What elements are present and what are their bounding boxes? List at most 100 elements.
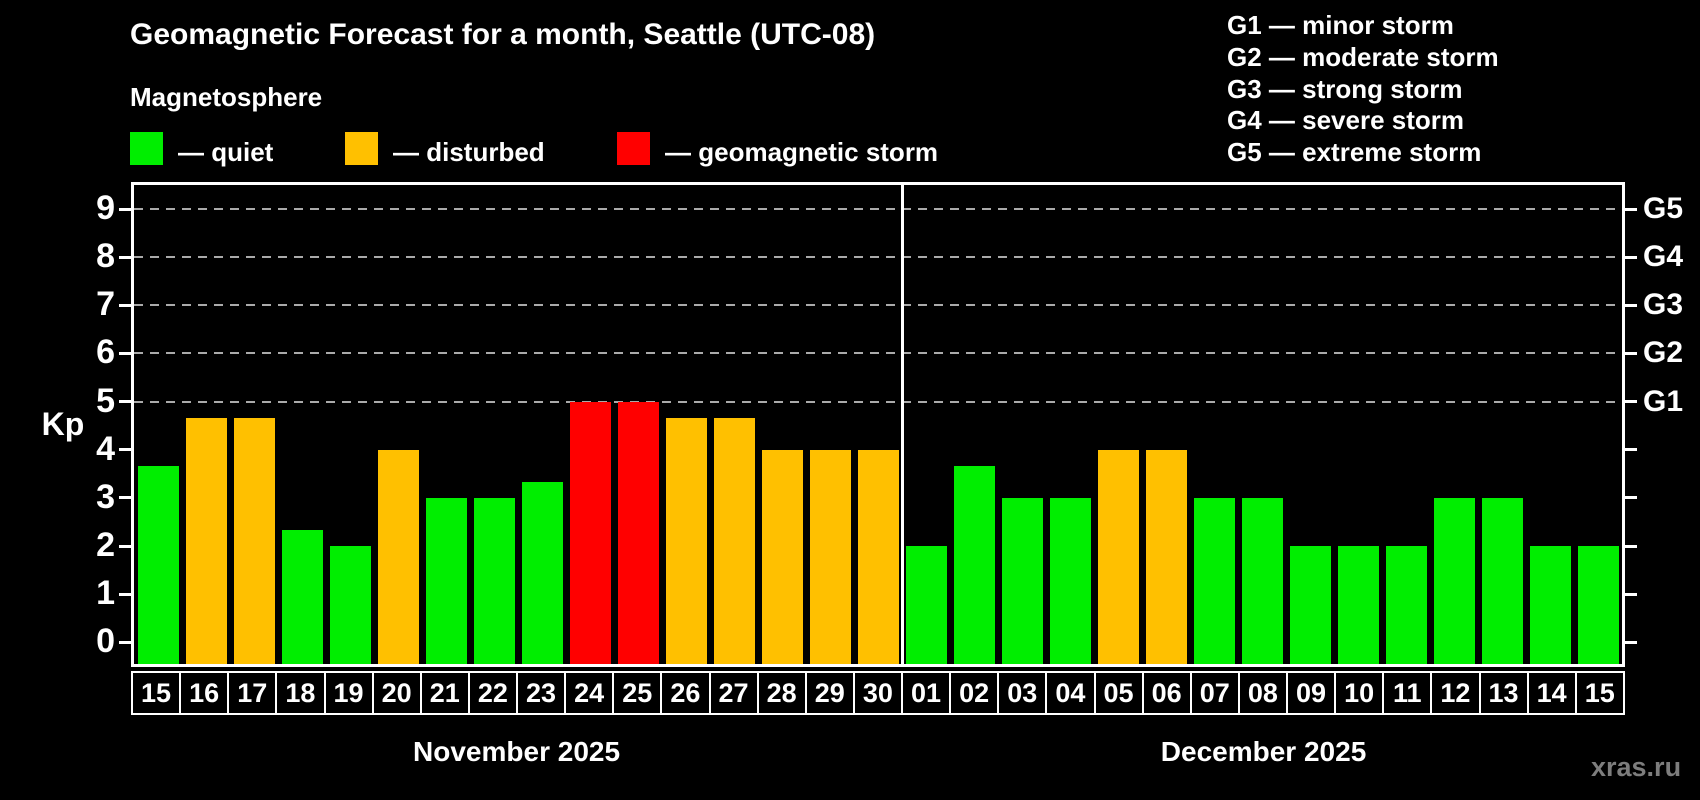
date-cell: 04 [1045, 671, 1096, 715]
bar-slot [1238, 185, 1286, 664]
y-axis-tick-label: 7 [96, 285, 115, 324]
date-cell: 29 [804, 671, 855, 715]
bar-slot [1382, 185, 1430, 664]
bar-slot [422, 185, 470, 664]
bar-slot [278, 185, 326, 664]
bar-slot [134, 185, 182, 664]
kp-bar [281, 530, 323, 664]
bar-slot [1574, 185, 1622, 664]
bar-slot [710, 185, 758, 664]
gridline [134, 256, 1622, 259]
bar-slot [470, 185, 518, 664]
kp-bar [1481, 497, 1523, 664]
y-axis-tick-right [1625, 400, 1637, 404]
bar-slot [1526, 185, 1574, 664]
date-cell: 09 [1286, 671, 1337, 715]
legend-swatch-storm [617, 132, 650, 165]
y-axis-tick-right [1625, 303, 1637, 307]
date-axis: 15 16 17 18 19 20 21 22 23 24 25 26 27 28 29 30 01 02 03 04… [131, 671, 1625, 715]
bar-slot [806, 185, 854, 664]
kp-bar [1097, 449, 1139, 664]
storm-scale-legend-line: G3 — strong storm [1227, 73, 1463, 104]
date-cell: 05 [1093, 671, 1144, 715]
bar-slot [1046, 185, 1094, 664]
bar-slot [614, 185, 662, 664]
bars-container [134, 185, 1622, 664]
bar-slot [326, 185, 374, 664]
kp-bar [1337, 546, 1379, 664]
y-axis-tick-left [119, 448, 131, 452]
plot-area [131, 182, 1625, 667]
y-axis-tick-left [119, 496, 131, 500]
kp-bar [809, 449, 851, 664]
y-axis-tick-right [1625, 544, 1637, 548]
kp-bar [377, 449, 419, 664]
y-axis-tick-left [119, 255, 131, 259]
kp-bar [857, 449, 899, 664]
y-axis-tick-left [119, 303, 131, 307]
g-scale-label: G2 [1643, 336, 1684, 370]
date-cell: 18 [275, 671, 326, 715]
storm-scale-legend-line: G5 — extreme storm [1227, 137, 1482, 168]
date-cell: 20 [371, 671, 422, 715]
legend-label-quiet: — quiet [178, 137, 274, 167]
y-axis-tick-label: 1 [96, 574, 115, 613]
date-cell: 15 [131, 671, 182, 715]
y-axis-tick-label: 4 [96, 429, 115, 468]
date-cell: 02 [949, 671, 1000, 715]
bar-slot [1286, 185, 1334, 664]
legend-label-disturbed: — disturbed [393, 137, 545, 167]
g-scale-label: G1 [1643, 384, 1684, 418]
y-axis-tick-right [1625, 448, 1637, 452]
date-cell: 08 [1237, 671, 1288, 715]
kp-bar [1001, 497, 1043, 664]
kp-bar [1529, 546, 1571, 664]
kp-bar [233, 417, 275, 664]
kp-bar [1577, 546, 1619, 664]
storm-scale-legend: G1 — minor storm G2 — moderate storm G3 — … [1227, 10, 1499, 169]
y-axis-tick-right [1625, 351, 1637, 355]
y-axis-tick-label: 2 [96, 526, 115, 565]
date-cell: 21 [419, 671, 470, 715]
watermark: xras.ru [1591, 752, 1682, 782]
kp-bar [137, 465, 179, 664]
date-cell: 17 [227, 671, 278, 715]
date-cell: 11 [1382, 671, 1433, 715]
date-cell: 26 [660, 671, 711, 715]
kp-bar [665, 417, 707, 664]
bar-slot [854, 185, 902, 664]
y-axis-tick-left [119, 544, 131, 548]
y-axis-tick-label: 0 [96, 622, 115, 661]
kp-bar [1385, 546, 1427, 664]
kp-bar [1193, 497, 1235, 664]
plot-inner [134, 185, 1622, 664]
date-cell: 23 [516, 671, 567, 715]
bar-slot [1190, 185, 1238, 664]
bar-slot [1142, 185, 1190, 664]
kp-bar [953, 465, 995, 664]
date-cell: 28 [756, 671, 807, 715]
storm-scale-legend-line: G2 — moderate storm [1227, 41, 1499, 72]
storm-scale-legend-line: G4 — severe storm [1227, 105, 1465, 136]
bar-slot [566, 185, 614, 664]
date-cell: 07 [1189, 671, 1240, 715]
date-cell: 01 [901, 671, 952, 715]
date-cell: 19 [323, 671, 374, 715]
y-axis-tick-label: 3 [96, 477, 115, 516]
y-axis-tick-right [1625, 592, 1637, 596]
y-axis-tick-left [119, 592, 131, 596]
month-divider-line [900, 185, 904, 664]
bar-slot [518, 185, 566, 664]
bar-slot [374, 185, 422, 664]
y-axis-tick-label: 8 [96, 237, 115, 276]
bar-slot [662, 185, 710, 664]
kp-bar [1289, 546, 1331, 664]
legend-swatch-quiet [130, 132, 163, 165]
y-axis-tick-right [1625, 207, 1637, 211]
date-cell: 16 [179, 671, 230, 715]
gridline [134, 400, 1622, 403]
bar-slot [182, 185, 230, 664]
page-title: Geomagnetic Forecast for a month, Seattl… [130, 18, 876, 51]
date-cell: 06 [1141, 671, 1192, 715]
bar-slot [902, 185, 950, 664]
